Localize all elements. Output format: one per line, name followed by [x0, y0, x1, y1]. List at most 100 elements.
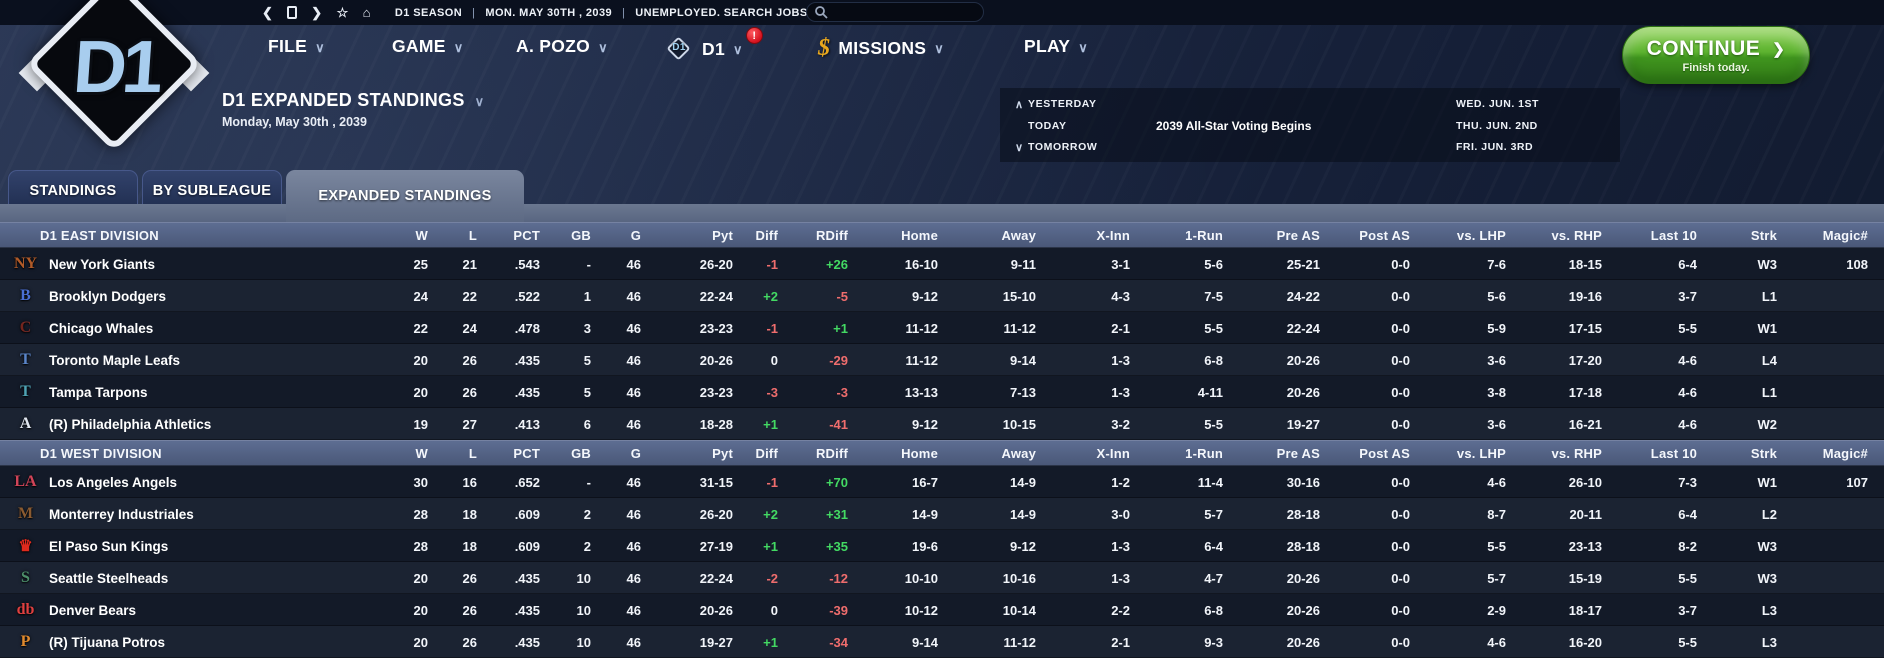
team-row[interactable]: B Brooklyn Dodgers 24 22 .522 1 46 22-24 +2 -5 9-1… [0, 280, 1884, 312]
team-name[interactable]: Seattle Steelheads [49, 570, 169, 586]
column-header[interactable]: Pyt [712, 227, 733, 243]
column-header[interactable]: PCT [513, 227, 540, 243]
column-header[interactable]: PCT [513, 445, 540, 461]
stat-cell: 19-6 [911, 538, 938, 554]
page-title-text: D1 EXPANDED STANDINGS [222, 90, 465, 110]
column-header[interactable]: Pre AS [1276, 227, 1320, 243]
team-row[interactable]: C Chicago Whales 22 24 .478 3 46 23-23 -1 +1 11-12… [0, 312, 1884, 344]
stat-cell: 10 [576, 602, 591, 618]
menu-league-d1[interactable]: D1 D1 ∨ ! [666, 27, 763, 62]
search-input[interactable] [806, 2, 984, 22]
team-row[interactable]: T Tampa Tarpons 20 26 .435 5 46 23-23 -3 -3 13-13 7… [0, 376, 1884, 408]
column-header[interactable]: 1-Run [1185, 445, 1223, 461]
column-header[interactable]: RDiff [815, 445, 848, 461]
column-header[interactable]: Last 10 [1650, 445, 1697, 461]
team-row[interactable]: M Monterrey Industriales 28 18 .609 2 46 26-20 +… [0, 498, 1884, 530]
continue-sublabel: Finish today. [1682, 61, 1750, 74]
column-header[interactable]: X-Inn [1096, 227, 1130, 243]
team-row[interactable]: ♛ El Paso Sun Kings 28 18 .609 2 46 27-19 +1 +35 1… [0, 530, 1884, 562]
column-header[interactable]: Pre AS [1276, 445, 1320, 461]
column-header[interactable]: X-Inn [1096, 445, 1130, 461]
column-header[interactable]: Diff [755, 445, 778, 461]
column-header[interactable]: vs. RHP [1551, 227, 1602, 243]
menu-manager[interactable]: A. POZO ∨ [516, 36, 608, 57]
team-row[interactable]: T Toronto Maple Leafs 20 26 .435 5 46 20-26 0 -29… [0, 344, 1884, 376]
employment-status-link[interactable]: UNEMPLOYED. SEARCH JOBS... [635, 6, 819, 19]
bookmark-star-icon[interactable]: ☆ [336, 5, 349, 20]
continue-button[interactable]: CONTINUE ❯ Finish today. [1622, 26, 1810, 84]
tab-expanded-standings[interactable]: EXPANDED STANDINGS [286, 170, 524, 222]
column-header[interactable]: Magic# [1822, 227, 1868, 243]
stat-cell: 5-6 [1204, 256, 1223, 272]
menu-file[interactable]: FILE ∨ [268, 36, 325, 57]
team-name[interactable]: Los Angeles Angels [49, 474, 178, 490]
column-header[interactable]: RDiff [815, 227, 848, 243]
stat-cell: 1-2 [1111, 474, 1130, 490]
team-row[interactable]: db Denver Bears 20 26 .435 10 46 20-26 0 -39 10-12… [0, 594, 1884, 626]
column-header[interactable]: Diff [755, 227, 778, 243]
column-header[interactable]: GB [571, 227, 591, 243]
team-name[interactable]: Denver Bears [49, 602, 137, 618]
column-header[interactable]: L [468, 227, 477, 243]
team-name[interactable]: Monterrey Industriales [49, 506, 194, 522]
column-header[interactable]: Away [1001, 445, 1036, 461]
stat-cell: +1 [763, 416, 778, 432]
team-name[interactable]: Tampa Tarpons [49, 384, 148, 400]
team-name[interactable]: (R) Tijuana Potros [49, 634, 166, 650]
team-row[interactable]: A (R) Philadelphia Athletics 19 27 .413 6 46 18… [0, 408, 1884, 440]
menu-play[interactable]: PLAY ∨ [1024, 36, 1088, 57]
column-header[interactable]: vs. RHP [1551, 445, 1602, 461]
back-icon[interactable]: ❮ [262, 5, 274, 20]
home-icon[interactable]: ⌂ [362, 5, 371, 20]
tab-standings[interactable]: STANDINGS [8, 170, 138, 210]
column-header[interactable]: W [415, 227, 428, 243]
column-header[interactable]: 1-Run [1185, 227, 1223, 243]
stat-cell: 26 [462, 384, 477, 400]
stat-cell: -1 [766, 320, 778, 336]
scroll-down-icon[interactable]: ∨ [1014, 141, 1024, 154]
column-header[interactable]: vs. LHP [1456, 445, 1506, 461]
column-header[interactable]: Strk [1750, 227, 1777, 243]
team-name[interactable]: Chicago Whales [49, 320, 154, 336]
column-header[interactable]: G [630, 445, 641, 461]
column-header[interactable]: Home [901, 445, 938, 461]
notification-badge[interactable]: ! [745, 27, 763, 44]
team-row[interactable]: P (R) Tijuana Potros 20 26 .435 10 46 19-27 +1 -3… [0, 626, 1884, 658]
team-row[interactable]: NY New York Giants 25 21 .543 - 46 26-20 -1 +26 16… [0, 248, 1884, 280]
column-header[interactable]: vs. LHP [1456, 227, 1506, 243]
team-name[interactable]: Brooklyn Dodgers [49, 288, 167, 304]
schedule-event[interactable]: 2039 All-Star Voting Begins [1156, 118, 1312, 133]
tab-by-subleague[interactable]: BY SUBLEAGUE [142, 170, 282, 210]
column-header[interactable]: W [415, 445, 428, 461]
scroll-up-icon[interactable]: ∧ [1014, 98, 1024, 111]
stat-cell: 46 [626, 416, 641, 432]
team-name[interactable]: El Paso Sun Kings [49, 538, 169, 554]
team-name[interactable]: (R) Philadelphia Athletics [49, 416, 212, 432]
menu-missions[interactable]: $ MISSIONS ∨ [818, 36, 944, 60]
team-name[interactable]: Toronto Maple Leafs [49, 352, 181, 368]
team-name[interactable]: New York Giants [49, 256, 156, 272]
stat-cell: 19 [413, 416, 428, 432]
stat-cell: 11-12 [905, 320, 938, 336]
team-row[interactable]: S Seattle Steelheads 20 26 .435 10 46 22-24 -2 -1… [0, 562, 1884, 594]
column-header[interactable]: Last 10 [1650, 227, 1697, 243]
stat-cell: 8-2 [1678, 538, 1697, 554]
column-header[interactable]: Home [901, 227, 938, 243]
column-header[interactable]: Away [1001, 227, 1036, 243]
stat-cell: -39 [829, 602, 848, 618]
forward-icon[interactable]: ❯ [311, 5, 323, 20]
column-header[interactable]: Post AS [1359, 227, 1410, 243]
team-row[interactable]: LA Los Angeles Angels 30 16 .652 - 46 31-15 -1 +7… [0, 466, 1884, 498]
page-title[interactable]: D1 EXPANDED STANDINGS ∨ [222, 90, 485, 111]
page-icon[interactable] [287, 6, 298, 19]
column-header[interactable]: Magic# [1822, 445, 1868, 461]
menu-game[interactable]: GAME ∨ [392, 36, 464, 57]
column-header[interactable]: Strk [1750, 445, 1777, 461]
column-header[interactable]: GB [571, 445, 591, 461]
column-header[interactable]: Pyt [712, 445, 733, 461]
column-header[interactable]: G [630, 227, 641, 243]
column-header[interactable]: L [468, 445, 477, 461]
column-header[interactable]: Post AS [1359, 445, 1410, 461]
league-logo[interactable]: D1 [18, 0, 210, 160]
stat-cell: 6 [583, 416, 591, 432]
